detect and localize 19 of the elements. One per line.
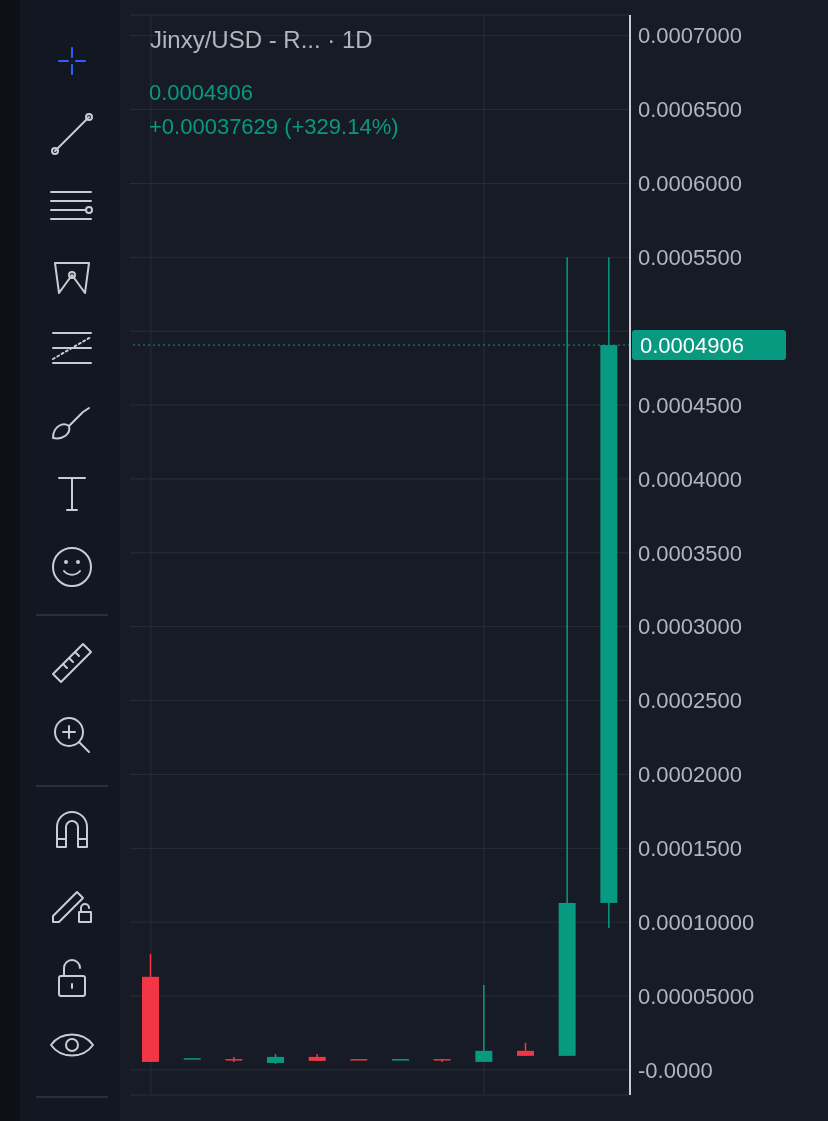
y-tick-label: 0.0002000 <box>638 762 742 788</box>
text: 0.0004906 <box>149 80 253 106</box>
y-tick-label: 0.00005000 <box>638 983 755 1009</box>
y-tick-label: 0.0004500 <box>638 392 742 418</box>
y-tick-label: 0.0006000 <box>638 171 742 197</box>
y-tick-label: 0.0006500 <box>638 97 742 123</box>
y-tick-label: 0.0003000 <box>638 614 742 640</box>
candlestick <box>475 984 493 1063</box>
y-tick-label: -0.0000 <box>638 1057 713 1083</box>
y-tick-label: 0.0001500 <box>638 836 742 862</box>
y-tick-label: 0.0003500 <box>638 540 742 566</box>
y-tick-label: 0.00010000 <box>638 909 755 935</box>
ref-line-label: 0.0004906 <box>640 333 744 359</box>
y-tick-label: 0.0007000 <box>638 23 742 49</box>
annotation: +0.00037629 (+329.14%) <box>149 114 399 140</box>
y-tick-label: 0.0005500 <box>638 245 742 271</box>
y-tick-label: 0.0004000 <box>638 466 742 492</box>
y-tick-label: 0.0002500 <box>638 688 742 714</box>
text: Jinxy/USD - R... · 1D <box>150 26 373 54</box>
